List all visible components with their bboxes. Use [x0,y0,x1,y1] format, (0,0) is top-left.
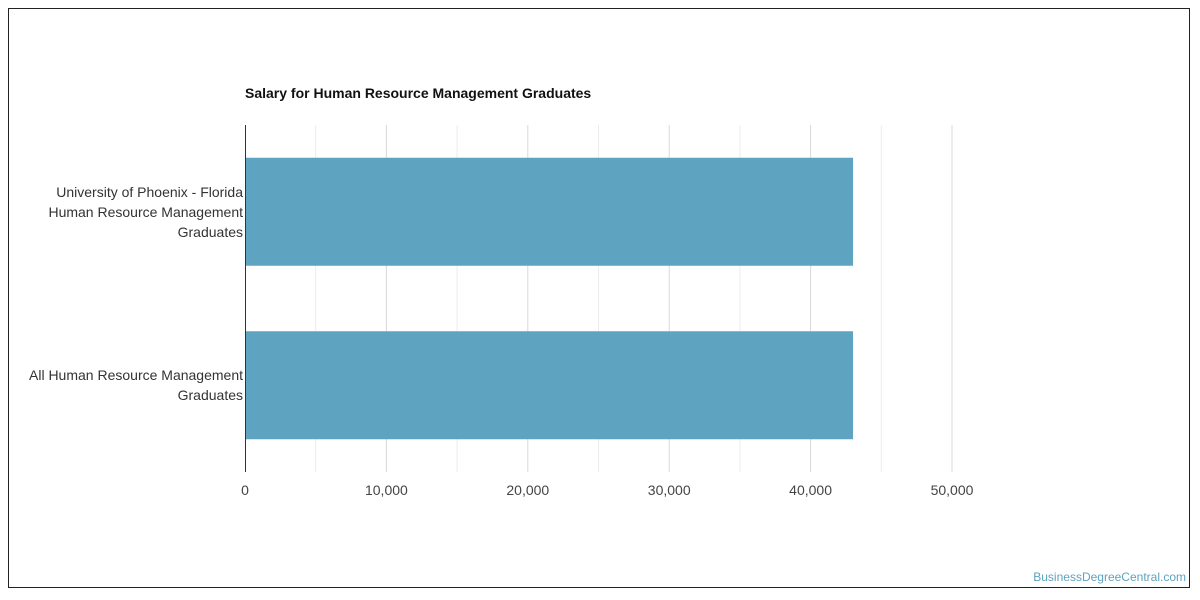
x-tick-label: 20,000 [506,482,549,498]
x-tick-label: 30,000 [648,482,691,498]
chart-title: Salary for Human Resource Management Gra… [245,85,592,101]
category-label-line: All Human Resource Management [29,367,243,384]
category-label-line: Graduates [177,387,243,404]
watermark: BusinessDegreeCentral.com [1033,570,1186,584]
category-label: University of Phoenix - Florida Human Res… [48,182,243,242]
bar [245,157,854,266]
x-tick-label: 10,000 [365,482,408,498]
x-tick-label: 0 [241,482,249,498]
x-tick-label: 40,000 [789,482,832,498]
category-label-line: Human Resource Management [48,203,243,220]
category-label: All Human Resource Management Graduates [29,365,243,405]
category-label-line: University of Phoenix - Florida [56,183,243,200]
category-label-line: Graduates [177,223,243,240]
chart-frame [8,8,1190,588]
x-tick-label: 50,000 [931,482,974,498]
bar [245,331,854,440]
